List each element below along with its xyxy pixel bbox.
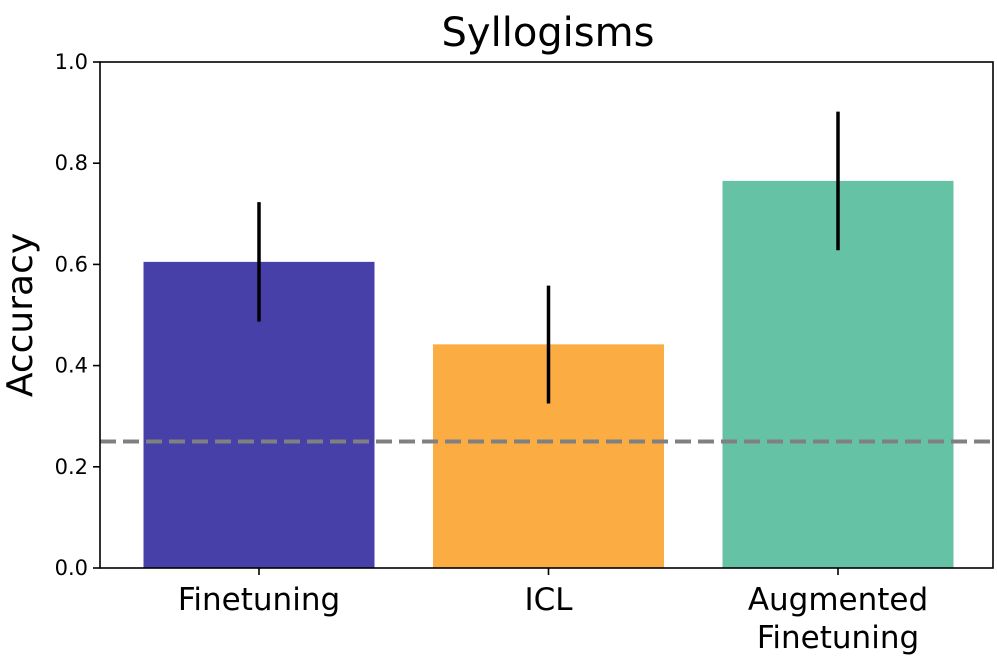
y-tick-label: 0.2 xyxy=(55,455,88,479)
y-tick-label: 0.4 xyxy=(55,354,88,378)
y-axis-label: Accuracy xyxy=(0,233,41,397)
y-tick-label: 0.6 xyxy=(55,252,88,276)
x-tick-label-augmented-finetuning: Augmented Finetuning xyxy=(748,582,928,656)
y-tick-label: 0.0 xyxy=(55,556,88,580)
chart-title: Syllogisms xyxy=(442,10,655,56)
y-tick-label: 1.0 xyxy=(55,50,88,74)
y-tick-label: 0.8 xyxy=(55,151,88,175)
x-tick-label-finetuning: Finetuning xyxy=(178,582,340,618)
plot-frame xyxy=(99,61,994,569)
x-tick-label-icl: ICL xyxy=(524,582,573,618)
plot-area: 0.0 0.2 0.4 0.6 0.8 1.0 Finetuning ICL Augmented… xyxy=(55,50,993,656)
